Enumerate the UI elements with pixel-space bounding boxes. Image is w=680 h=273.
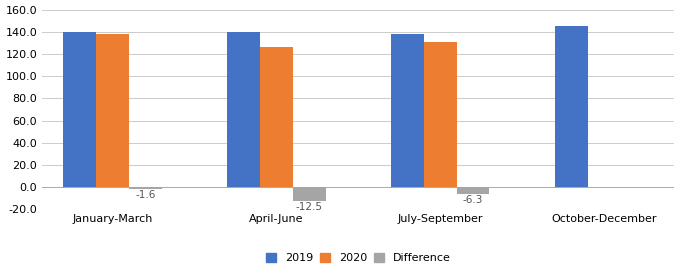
Bar bbox=[96, 34, 129, 187]
Bar bbox=[292, 187, 326, 201]
Bar bbox=[424, 42, 457, 187]
Text: -12.5: -12.5 bbox=[296, 202, 322, 212]
Bar bbox=[391, 34, 424, 187]
Text: -1.6: -1.6 bbox=[135, 190, 156, 200]
Bar bbox=[63, 32, 96, 187]
Bar bbox=[555, 26, 588, 187]
Legend: 2019, 2020, Difference: 2019, 2020, Difference bbox=[264, 251, 453, 266]
Bar bbox=[457, 187, 490, 194]
Bar bbox=[129, 187, 162, 189]
Bar bbox=[260, 47, 292, 187]
Bar bbox=[227, 32, 260, 187]
Text: -6.3: -6.3 bbox=[463, 195, 483, 205]
